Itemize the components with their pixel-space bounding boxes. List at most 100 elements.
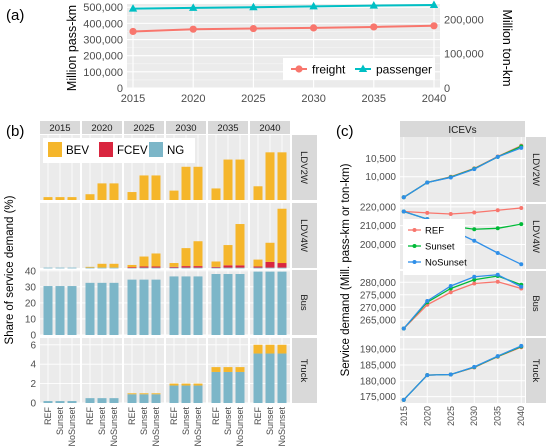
data-point-NoSunset — [519, 284, 524, 289]
bar-segment-BEV — [277, 208, 287, 264]
y-tick-label-c: 280,000 — [360, 278, 397, 289]
x-tick-label-c: 2040 — [516, 406, 526, 426]
x-category-label: REF — [85, 406, 95, 425]
bar-segment-NG — [169, 385, 179, 403]
x-category-label: NoSunset — [109, 407, 119, 447]
x-category-label: NoSunset — [151, 407, 161, 447]
bar-segment-BEV — [139, 393, 149, 395]
bar-segment-BEV — [181, 166, 191, 200]
y-tick-label-left: 500,000 — [83, 2, 123, 14]
data-point-passenger — [189, 3, 198, 11]
bar-segment-BEV — [265, 344, 275, 354]
facet-panel-background-c — [400, 137, 525, 202]
bar-segment-NG — [127, 279, 137, 335]
bar-segment-NG — [277, 271, 287, 335]
data-point-NoSunset — [495, 154, 500, 159]
bar-segment-NG — [43, 267, 53, 269]
bar-segment-NG — [67, 401, 77, 403]
x-category-label: Sunset — [55, 407, 65, 436]
y-tick-label-b: 10 — [25, 314, 37, 325]
bar-segment-FCEV — [169, 266, 179, 268]
bar-segment-NG — [97, 398, 107, 403]
bar-segment-FCEV — [211, 266, 221, 268]
legend-key-marker-Sunset — [412, 244, 417, 248]
data-point-REF — [448, 211, 453, 216]
data-point-passenger — [309, 1, 318, 10]
x-category-label: REF — [211, 406, 221, 425]
bar-segment-BEV — [67, 197, 77, 200]
bar-segment-FCEV — [235, 265, 245, 268]
facet-strip-label: 2025 — [133, 123, 154, 134]
bar-segment-NG — [253, 271, 263, 335]
legend-label-REF: REF — [425, 226, 444, 237]
bar-segment-BEV — [265, 152, 275, 200]
y-tick-label-b: 30 — [25, 282, 37, 293]
bar-segment-NG — [265, 271, 275, 335]
x-tick-label-c: 2030 — [469, 406, 479, 426]
bar-segment-BEV — [151, 175, 161, 200]
bar-segment-NG — [67, 286, 77, 335]
bar-segment-NG — [235, 274, 245, 335]
bar-segment-NG — [265, 267, 275, 269]
facet-strip-row-label-c: Truck — [530, 359, 541, 383]
facet-strip-year-2030 — [166, 121, 206, 134]
bar-segment-FCEV — [277, 263, 287, 268]
bar-segment-NG — [55, 286, 65, 335]
bar-segment-NG — [97, 282, 107, 335]
data-point-NoSunset — [401, 195, 406, 200]
data-point-freight — [370, 23, 378, 31]
panel-label-a: (a) — [6, 7, 24, 24]
series-line-NoSunset — [403, 345, 522, 401]
facet-strip-row-Bus — [292, 270, 317, 335]
legend-swatch-BEV — [48, 142, 62, 157]
bar-segment-BEV — [253, 344, 263, 354]
data-point-NoSunset — [472, 364, 477, 369]
facet-strip-row-c-LDV4W — [526, 204, 546, 269]
series-line-passenger — [133, 3, 434, 10]
y-tick-label-c: 270,000 — [360, 303, 397, 314]
x-category-label: REF — [43, 406, 53, 425]
bar-segment-BEV — [223, 245, 233, 266]
facet-strip-label: 2035 — [217, 123, 238, 134]
bar-segment-NG — [223, 371, 233, 403]
legend-swatch-FCEV — [99, 142, 113, 157]
bar-segment-BEV — [253, 186, 263, 200]
bar-segment-FCEV — [127, 267, 137, 269]
x-category-label: Sunset — [139, 407, 149, 436]
legend-key-marker-REF — [412, 228, 417, 232]
legend-key-marker-freight — [295, 65, 303, 73]
data-point-passenger — [249, 2, 258, 11]
bar-segment-BEV — [277, 152, 287, 200]
bar-segment-NG — [277, 267, 287, 269]
bar-segment-BEV — [211, 188, 221, 200]
bar-segment-BEV — [169, 263, 179, 267]
bar-segment-BEV — [97, 263, 107, 268]
bar-segment-BEV — [109, 183, 119, 200]
data-point-NoSunset — [425, 180, 430, 185]
bar-segment-NG — [139, 394, 149, 403]
x-tick-label-c: 2035 — [493, 406, 503, 426]
data-point-REF — [425, 210, 430, 215]
bar-segment-BEV — [127, 264, 137, 268]
facet-strip-title-label: ICEVs — [448, 125, 476, 136]
data-point-REF — [472, 210, 477, 215]
data-point-freight — [129, 27, 137, 36]
data-point-NoSunset — [495, 272, 500, 277]
y-tick-label-c: 10,000 — [365, 172, 396, 183]
bar-segment-NG — [127, 394, 137, 403]
facet-strip-row-c-Bus — [526, 271, 546, 336]
bar-segment-NG — [151, 267, 161, 269]
panel-label-c: (c) — [336, 123, 354, 140]
bar-segment-NG — [43, 401, 53, 403]
data-point-freight — [309, 24, 318, 32]
x-category-label: NoSunset — [277, 407, 287, 447]
panel-c-line-chart: (c) ICEVs 10,000 10,500 LDV2W 200,000 210,000 2… — [336, 121, 546, 426]
data-point-passenger — [429, 0, 439, 8]
legend-label-freight: freight — [312, 63, 346, 77]
panel-a-line-chart: (a) 0 100,000 200,000 300,000 400,000 500,000 2… — [6, 0, 514, 105]
x-tick-label-c: 2015 — [399, 406, 409, 426]
data-point-Sunset — [495, 226, 500, 231]
bar-segment-NG — [277, 353, 287, 403]
facet-strip-row-label-c: LDV2W — [530, 153, 541, 186]
